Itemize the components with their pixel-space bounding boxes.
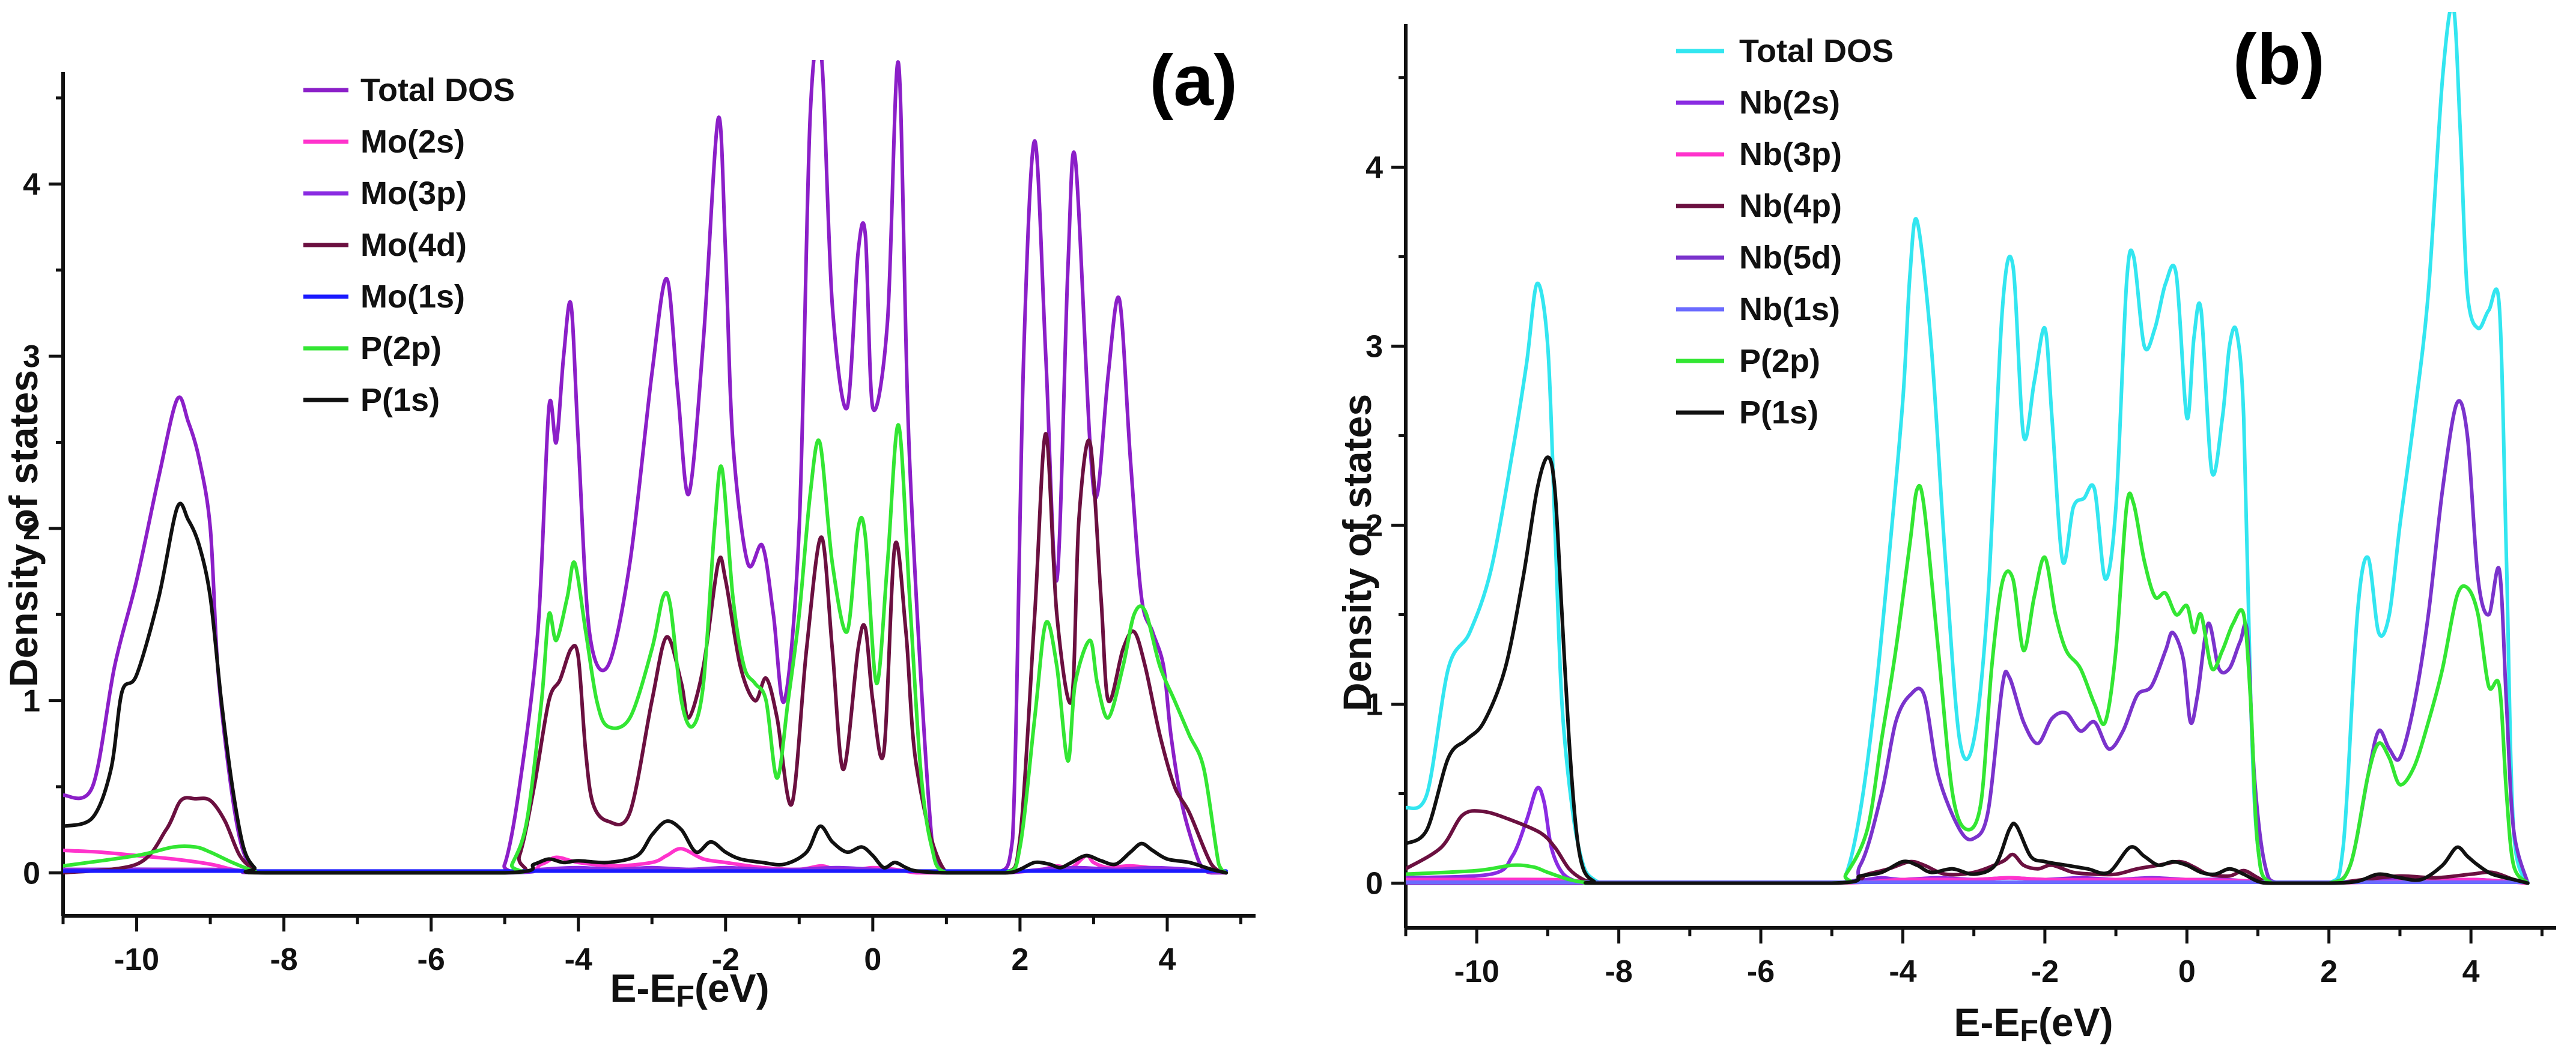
y-tick-label: 4 (23, 167, 40, 202)
y-tick-label: 4 (1365, 150, 1383, 185)
x-tick-label: -2 (2031, 954, 2059, 989)
legend-label-total-dos: Total DOS (1739, 33, 1894, 69)
y-axis-title: Density of states (1335, 394, 1379, 711)
x-tick-label: -6 (1747, 954, 1775, 989)
legend-label-mo-3p: Mo(3p) (360, 175, 467, 211)
series-group (1406, 12, 2530, 885)
panel-label: (b) (2233, 19, 2325, 100)
legend-label-p-1s: P(1s) (1739, 395, 1818, 431)
legend-label-mo-2s: Mo(2s) (360, 124, 465, 160)
x-axis-title-part: E-E (610, 966, 676, 1010)
legend-label-nb-5d: Nb(5d) (1739, 240, 1842, 276)
legend: Total DOS Mo(2s) Mo(3p) Mo(4d) Mo(1s) P(2p) P(… (303, 72, 515, 418)
series-line-p-2p (1406, 483, 2530, 885)
x-tick-label: 4 (2462, 954, 2480, 989)
x-axis-title-subscript: F (2020, 1014, 2038, 1047)
y-axis-title: Density of states (1, 370, 46, 687)
x-tick-label: -10 (1454, 954, 1499, 989)
x-tick-label: -6 (418, 942, 445, 977)
legend-label-p-1s: P(1s) (360, 382, 440, 418)
y-tick-label: 1 (1365, 687, 1383, 722)
legend: Total DOS Nb(2s) Nb(3p) Nb(4p) Nb(5d) Nb(1s) P… (1676, 33, 1894, 431)
series-line-p-1s (1406, 455, 2530, 885)
x-tick-label: 0 (864, 942, 881, 977)
panel-b: -10 -8 -6 -4 -2 0 2 4 0 1 2 3 4 Density of states E-EF… (1335, 12, 2556, 1047)
x-axis-title-subscript: F (676, 980, 694, 1013)
x-tick-label: -2 (712, 942, 740, 977)
x-tick-label: -8 (1605, 954, 1633, 989)
legend-label-mo-1s: Mo(1s) (360, 279, 465, 315)
y-tick-label: 3 (1365, 329, 1383, 364)
x-axis-title-part: (eV) (694, 966, 770, 1010)
series-line-p-1s (63, 501, 1228, 875)
y-tick-label: 2 (23, 512, 40, 547)
series-line-nb-5d (1406, 399, 2530, 885)
x-axis-title-part: (eV) (2038, 1000, 2113, 1044)
panel-a: -10 -8 -6 -4 -2 0 2 4 0 1 2 3 4 Density of states E-EF… (1, 40, 1256, 1013)
y-tick-label: 2 (1365, 508, 1383, 543)
y-tick-label: 0 (1365, 866, 1383, 901)
series-group (63, 60, 1228, 875)
legend-label-nb-4p: Nb(4p) (1739, 188, 1842, 224)
legend-label-p-2p: P(2p) (1739, 343, 1820, 379)
y-tick-label: 1 (23, 684, 40, 719)
x-tick-label: 2 (2320, 954, 2338, 989)
panel-label: (a) (1149, 40, 1238, 121)
legend-label-nb-2s: Nb(2s) (1739, 85, 1840, 121)
legend-label-mo-4d: Mo(4d) (360, 227, 467, 263)
series-line-p-2p (63, 423, 1228, 875)
x-tick-label: 4 (1159, 942, 1176, 977)
x-tick-label: 2 (1011, 942, 1028, 977)
y-tick-label: 3 (23, 339, 40, 374)
x-axis-title-part: E-E (1954, 1000, 2020, 1044)
x-tick-label: -4 (1889, 954, 1916, 989)
legend-label-nb-3p: Nb(3p) (1739, 136, 1842, 172)
x-tick-label: -10 (114, 942, 159, 977)
legend-label-nb-1s: Nb(1s) (1739, 291, 1840, 327)
x-tick-label: 0 (2178, 954, 2196, 989)
legend-label-p-2p: P(2p) (360, 330, 442, 366)
x-tick-label: -8 (270, 942, 297, 977)
x-axis-title: E-EF(eV) (1954, 1000, 2113, 1047)
x-axis-title: E-EF(eV) (610, 966, 769, 1013)
y-tick-label: 0 (23, 856, 40, 891)
legend-label-total-dos: Total DOS (360, 72, 515, 108)
x-tick-label: -4 (565, 942, 592, 977)
